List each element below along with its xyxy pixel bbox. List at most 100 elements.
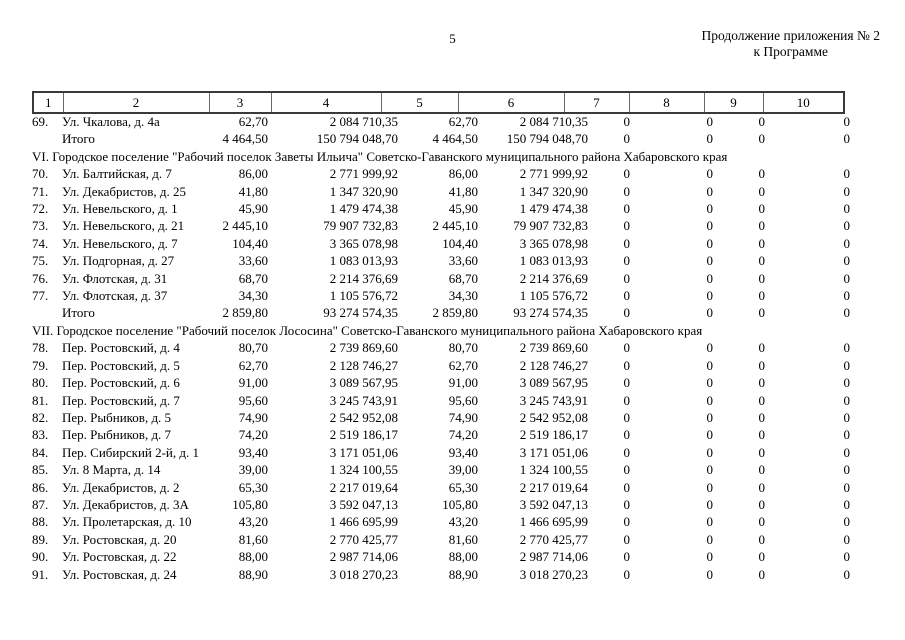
cell-row-number: 72. — [32, 201, 49, 217]
cell-row-number: 70. — [32, 166, 49, 182]
cell-value: 0 — [758, 514, 766, 530]
cell-value: 3 245 743,91 — [519, 392, 588, 408]
cell-value: 33,60 — [448, 253, 478, 269]
cell-value: 0 — [706, 131, 714, 147]
cell-value: 62,70 — [238, 357, 268, 373]
cell-value: 0 — [623, 496, 631, 512]
cell-address: Пер. Ростовский, д. 7 — [62, 392, 180, 408]
cell-value: 0 — [843, 270, 851, 286]
data-table: 69. Ул. Чкалова, д. 4а 62,70 2 084 710,35 62… — [32, 113, 850, 583]
cell-value: 0 — [843, 409, 851, 425]
cell-row-number: 73. — [32, 218, 49, 234]
cell-value: 65,30 — [238, 479, 268, 495]
cell-row-number: 85. — [32, 462, 49, 478]
cell-value: 0 — [843, 166, 851, 182]
cell-value: 2 128 746,27 — [329, 357, 398, 373]
cell-value: 0 — [706, 288, 714, 304]
cell-value: 0 — [843, 357, 851, 373]
cell-address: Ул. Ростовская, д. 24 — [62, 566, 177, 582]
cell-value: 79 907 732,83 — [323, 218, 398, 234]
cell-value: 2 542 952,08 — [519, 409, 588, 425]
cell-value: 104,40 — [232, 235, 268, 251]
cell-value: 0 — [623, 479, 631, 495]
cell-value: 0 — [843, 479, 851, 495]
cell-value: 3 245 743,91 — [329, 392, 398, 408]
cell-value: 2 771 999,92 — [329, 166, 398, 182]
cell-value: 79 907 732,83 — [513, 218, 588, 234]
cell-value: 0 — [843, 235, 851, 251]
cell-value: 0 — [623, 235, 631, 251]
page-number: 5 — [449, 31, 456, 46]
cell-value: 0 — [623, 253, 631, 269]
cell-value: 2 214 376,69 — [519, 270, 588, 286]
table-row: 91. Ул. Ростовская, д. 24 88,90 3 018 270,2… — [32, 566, 850, 583]
cell-value: 0 — [623, 288, 631, 304]
cell-value: 0 — [843, 201, 851, 217]
cell-value: 2 771 999,92 — [519, 166, 588, 182]
cell-value: 0 — [758, 496, 766, 512]
cell-value: 0 — [758, 270, 766, 286]
cell-address: Ул. Невельского, д. 7 — [62, 235, 178, 251]
cell-value: 3 365 078,98 — [519, 235, 588, 251]
cell-value: 43,20 — [448, 514, 478, 530]
cell-value: 1 105 576,72 — [519, 288, 588, 304]
cell-row-number: 81. — [32, 392, 49, 408]
total-row: Итого 4 464,50 150 794 048,70 4 464,50 150 7… — [32, 130, 850, 147]
cell-address: Ул. Невельского, д. 1 — [62, 201, 178, 217]
cell-value: 2 445,10 — [432, 218, 479, 234]
cell-value: 2 519 186,17 — [519, 427, 588, 443]
column-number-header-table: 1 2 3 4 5 6 7 8 9 10 — [32, 91, 845, 114]
table-row: 72. Ул. Невельского, д. 1 45,90 1 479 474,3… — [32, 200, 850, 217]
table-row: 84. Пер. Сибирский 2-й, д. 1 93,40 3 171 05… — [32, 444, 850, 461]
cell-value: 0 — [623, 392, 631, 408]
cell-address: Пер. Рыбников, д. 5 — [62, 409, 172, 425]
cell-value: 39,00 — [448, 462, 478, 478]
cell-value: 2 084 710,35 — [329, 114, 398, 129]
cell-value: 0 — [758, 114, 766, 129]
cell-value: 2 214 376,69 — [329, 270, 398, 286]
cell-row-number: 80. — [32, 375, 49, 391]
cell-row-number: 88. — [32, 514, 49, 530]
cell-value: 0 — [706, 114, 714, 129]
cell-value: 62,70 — [448, 114, 478, 129]
column-number: 7 — [563, 91, 630, 114]
cell-address: Ул. 8 Марта, д. 14 — [62, 462, 161, 478]
cell-value: 0 — [706, 392, 714, 408]
table-row: 83. Пер. Рыбников, д. 7 74,20 2 519 186,17 7… — [32, 426, 850, 443]
cell-value: 0 — [843, 340, 851, 356]
cell-value: 2 987 714,06 — [519, 549, 588, 565]
cell-address: Пер. Ростовский, д. 6 — [62, 375, 180, 391]
cell-value: 0 — [623, 444, 631, 460]
cell-value: 68,70 — [448, 270, 478, 286]
cell-value: 1 083 013,93 — [329, 253, 398, 269]
cell-value: 3 018 270,23 — [329, 566, 398, 582]
cell-value: 74,20 — [448, 427, 478, 443]
cell-value: 0 — [706, 375, 714, 391]
cell-value: 0 — [758, 479, 766, 495]
cell-value: 150 794 048,70 — [506, 131, 588, 147]
table-row: 69. Ул. Чкалова, д. 4а 62,70 2 084 710,35 62… — [32, 113, 850, 130]
cell-value: 74,90 — [238, 409, 268, 425]
cell-value: 0 — [758, 201, 766, 217]
cell-address: Пер. Ростовский, д. 5 — [62, 357, 180, 373]
total-row: Итого 2 859,80 93 274 574,35 2 859,80 93 274… — [32, 304, 850, 321]
continuation-line1: Продолжение приложения № 2 — [701, 28, 880, 43]
cell-value: 81,60 — [238, 531, 268, 547]
cell-address: Ул. Флотская, д. 31 — [62, 270, 168, 286]
table-header-row: 1 2 3 4 5 6 7 8 9 10 — [32, 91, 845, 114]
cell-value: 0 — [706, 427, 714, 443]
cell-value: 105,80 — [232, 496, 268, 512]
cell-value: 1 347 320,90 — [519, 183, 588, 199]
cell-value: 0 — [706, 444, 714, 460]
cell-value: 0 — [758, 218, 766, 234]
cell-value: 0 — [623, 305, 631, 321]
cell-value: 3 592 047,13 — [519, 496, 588, 512]
cell-address: Ул. Невельского, д. 21 — [62, 218, 185, 234]
cell-value: 0 — [758, 288, 766, 304]
cell-total-label: Итого — [62, 131, 95, 147]
table-row: 85. Ул. 8 Марта, д. 14 39,00 1 324 100,55 39… — [32, 461, 850, 478]
cell-value: 0 — [843, 531, 851, 547]
cell-value: 0 — [758, 409, 766, 425]
column-number: 5 — [380, 91, 459, 114]
column-number: 9 — [703, 91, 764, 114]
